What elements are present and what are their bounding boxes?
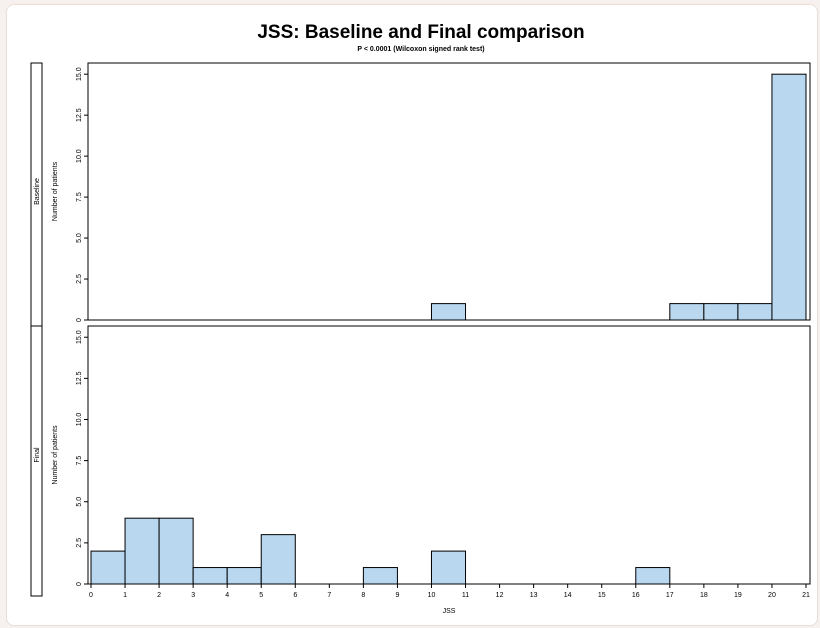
x-tick-label: 21	[802, 592, 810, 599]
y-tick-label: 12.5	[76, 108, 83, 122]
x-tick-label: 8	[361, 592, 365, 599]
histogram-bar	[737, 303, 773, 321]
x-tick-label: 2	[157, 592, 161, 599]
chart-title: JSS: Baseline and Final comparison	[257, 22, 584, 43]
x-tick-label: 1	[123, 592, 127, 599]
x-tick-label: 3	[191, 592, 195, 599]
x-tick-label: 10	[428, 592, 436, 599]
x-tick-label: 13	[530, 592, 538, 599]
x-tick-label: 6	[293, 592, 297, 599]
y-tick-label: 5.0	[76, 233, 83, 243]
panel-frame-baseline	[87, 62, 811, 321]
x-tick-label: 17	[666, 592, 674, 599]
x-tick-label: 12	[496, 592, 504, 599]
y-tick-label: 12.5	[76, 371, 83, 385]
x-tick-label: 14	[564, 592, 572, 599]
y-tick-label: 15.0	[76, 67, 83, 81]
histogram-bar	[158, 517, 194, 585]
histogram-bar	[635, 567, 671, 585]
y-tick-label: 2.5	[76, 274, 83, 284]
histogram-bar	[703, 303, 739, 321]
y-axis-label-final: Number of patients	[52, 425, 59, 485]
x-tick-label: 19	[734, 592, 742, 599]
histogram-bar	[192, 567, 228, 585]
y-tick-label: 10.0	[76, 149, 83, 163]
histogram-bar	[226, 567, 262, 585]
histogram-bar	[430, 550, 467, 585]
x-tick-label: 16	[632, 592, 640, 599]
x-tick-label: 20	[768, 592, 776, 599]
histogram-bar	[124, 517, 160, 585]
y-tick-label: 5.0	[76, 497, 83, 507]
x-tick-label: 5	[259, 592, 263, 599]
chart-subtitle: P < 0.0001 (Wilcoxon signed rank test)	[357, 46, 484, 53]
panel-frame-final	[87, 325, 811, 585]
histogram-bar	[430, 303, 467, 321]
histogram-bar	[669, 303, 705, 321]
x-tick-label: 18	[700, 592, 708, 599]
y-tick-label: 0	[76, 582, 83, 586]
strip-label-baseline: Baseline	[34, 178, 41, 205]
x-tick-label: 9	[395, 592, 399, 599]
y-tick-label: 0	[76, 318, 83, 322]
histogram-bar	[771, 73, 807, 321]
y-tick-label: 10.0	[76, 413, 83, 427]
strip-label-final: Final	[34, 447, 41, 463]
x-tick-label: 7	[327, 592, 331, 599]
y-tick-label: 7.5	[76, 456, 83, 466]
y-tick-label: 2.5	[76, 538, 83, 548]
histogram-bar	[260, 534, 296, 585]
x-tick-label: 15	[598, 592, 606, 599]
x-axis-label: JSS	[443, 608, 456, 615]
strip-final	[30, 325, 43, 597]
x-tick-label: 4	[225, 592, 229, 599]
histogram-bar	[90, 550, 126, 585]
y-axis-label-baseline: Number of patients	[52, 161, 59, 221]
x-tick-label: 0	[89, 592, 93, 599]
histogram-bar	[362, 567, 398, 585]
y-tick-label: 7.5	[76, 192, 83, 202]
x-tick-label: 11	[462, 592, 469, 599]
y-tick-label: 15.0	[76, 330, 83, 344]
